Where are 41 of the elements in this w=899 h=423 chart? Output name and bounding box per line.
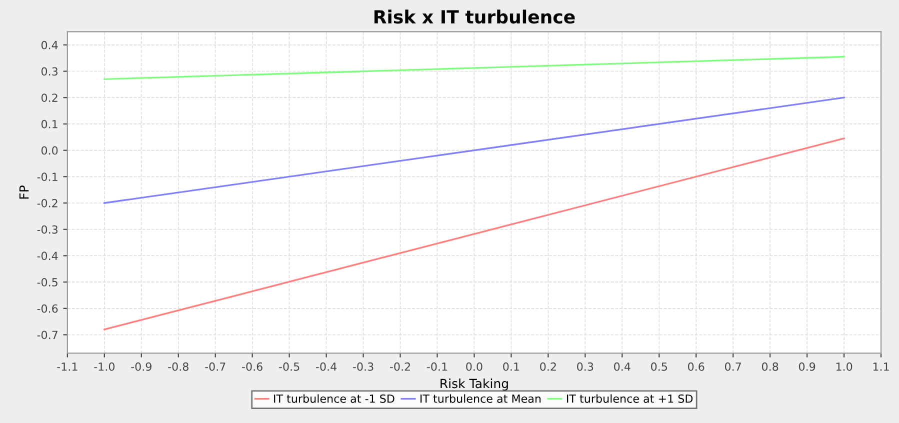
x-tick-label: -0.3 — [352, 362, 374, 371]
y-tick-label: 0.4 — [41, 40, 58, 50]
x-tick-label: 0.5 — [651, 362, 667, 371]
x-tick-label: -1.0 — [94, 362, 115, 371]
x-axis-title: Risk Taking — [440, 378, 508, 391]
x-tick-label: -0.7 — [205, 362, 226, 371]
y-tick-label: -0.6 — [37, 304, 58, 313]
y-tick-label: 0.3 — [41, 67, 58, 76]
y-tick-label: -0.4 — [37, 252, 58, 260]
y-tick-label: -0.5 — [37, 278, 58, 286]
x-tick-label: 0.0 — [466, 362, 482, 371]
chart-title: Risk x IT turbulence — [374, 10, 575, 24]
x-tick-label: -0.4 — [316, 362, 337, 371]
y-tick-label: 0.2 — [41, 94, 58, 102]
x-tick-label: -0.5 — [279, 362, 300, 371]
x-tick-label: 0.6 — [688, 362, 704, 371]
x-tick-label: 1.1 — [873, 362, 889, 371]
legend-label: IT turbulence at +1 SD — [567, 394, 693, 403]
y-tick-label: -0.7 — [37, 330, 58, 340]
x-tick-label: -0.8 — [168, 362, 188, 371]
x-tick-label: 0.7 — [724, 362, 741, 371]
x-tick-label: 0.4 — [614, 362, 630, 371]
y-tick-label: -0.3 — [37, 225, 58, 234]
x-tick-label: -0.6 — [242, 362, 262, 371]
y-axis-title: FP — [19, 186, 29, 199]
y-tick-label: -0.1 — [37, 172, 58, 182]
x-tick-label: 0.9 — [798, 362, 816, 371]
y-tick-label: -0.2 — [37, 198, 58, 208]
y-tick-label: 0.0 — [41, 146, 58, 155]
x-tick-label: -1.1 — [57, 362, 78, 371]
x-tick-label: 0.2 — [540, 362, 556, 371]
legend-label: IT turbulence at -1 SD — [274, 394, 394, 403]
x-tick-label: -0.1 — [426, 362, 448, 371]
y-tick-label: 0.1 — [41, 120, 58, 128]
x-tick-label: -0.2 — [390, 362, 410, 371]
x-tick-label: 0.8 — [762, 362, 778, 371]
x-tick-label: -0.9 — [131, 362, 152, 371]
legend-label: IT turbulence at Mean — [420, 394, 541, 403]
x-tick-label: 1.0 — [836, 362, 852, 371]
x-tick-label: 0.3 — [577, 362, 594, 371]
x-tick-label: 0.1 — [503, 362, 520, 371]
